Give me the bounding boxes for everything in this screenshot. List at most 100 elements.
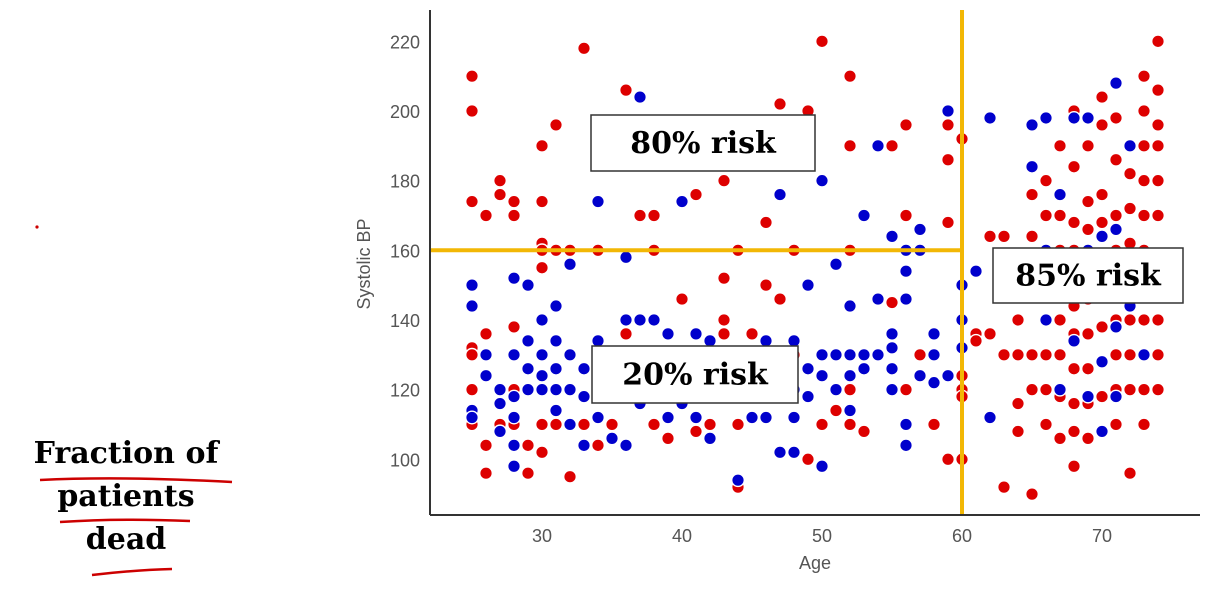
data-point-blue [941, 368, 956, 383]
data-point-red [1094, 389, 1109, 404]
data-point-red [997, 229, 1012, 244]
data-point-red [1066, 424, 1081, 439]
data-point-blue [647, 312, 662, 327]
data-point-blue [843, 347, 858, 362]
data-point-blue [983, 110, 998, 125]
data-point-red [619, 326, 634, 341]
data-point-blue [675, 194, 690, 209]
data-point-red [899, 382, 914, 397]
data-point-red [843, 69, 858, 84]
data-point-blue [1066, 110, 1081, 125]
data-point-blue [577, 361, 592, 376]
data-point-red [465, 103, 480, 118]
data-point-blue [787, 445, 802, 460]
data-point-red [983, 326, 998, 341]
data-point-red [521, 438, 536, 453]
y-tick-label: 100 [390, 450, 420, 470]
data-point-red [899, 208, 914, 223]
data-point-blue [493, 382, 508, 397]
data-point-red [731, 417, 746, 432]
data-point-red [1052, 208, 1067, 223]
data-point-red [759, 215, 774, 230]
data-point-blue [1080, 389, 1095, 404]
data-point-red [465, 382, 480, 397]
data-point-red [549, 117, 564, 132]
data-point-blue [927, 326, 942, 341]
data-point-red [465, 347, 480, 362]
data-point-red [913, 347, 928, 362]
y-tick-label: 160 [390, 241, 420, 261]
data-point-red [857, 424, 872, 439]
side-note-line: dead [85, 522, 167, 557]
data-point-blue [619, 312, 634, 327]
risk-label: 85% risk [1015, 259, 1162, 294]
y-axis-label: Systolic BP [354, 218, 374, 309]
data-point-blue [885, 326, 900, 341]
data-point-blue [521, 382, 536, 397]
risk-label: 20% risk [622, 358, 769, 393]
data-point-blue [689, 326, 704, 341]
data-point-blue [773, 187, 788, 202]
data-point-blue [1024, 159, 1039, 174]
data-point-blue [885, 229, 900, 244]
data-point-blue [1108, 222, 1123, 237]
y-tick-label: 120 [390, 381, 420, 401]
data-point-red [1150, 34, 1165, 49]
data-point-red [997, 347, 1012, 362]
data-point-blue [479, 368, 494, 383]
data-point-red [1011, 424, 1026, 439]
data-point-blue [899, 264, 914, 279]
data-point-red [1066, 459, 1081, 474]
data-point-red [535, 417, 550, 432]
data-point-blue [857, 208, 872, 223]
data-point-red [647, 417, 662, 432]
data-point-blue [549, 403, 564, 418]
data-point-blue [1080, 110, 1095, 125]
y-tick-label: 200 [390, 102, 420, 122]
data-point-blue [521, 333, 536, 348]
data-point-blue [1108, 389, 1123, 404]
data-point-red [1066, 361, 1081, 376]
data-point-red [675, 292, 690, 307]
data-point-red [535, 260, 550, 275]
data-point-red [1080, 222, 1095, 237]
data-point-blue [1066, 333, 1081, 348]
data-point-blue [465, 278, 480, 293]
risk-label-box [591, 345, 799, 404]
data-point-blue [1122, 138, 1137, 153]
data-point-blue [703, 431, 718, 446]
data-point-red [717, 271, 732, 286]
data-point-red [1150, 173, 1165, 188]
data-point-red [1122, 312, 1137, 327]
data-point-red [1150, 117, 1165, 132]
split-lines [430, 10, 964, 515]
data-point-red [983, 229, 998, 244]
data-point-blue [745, 410, 760, 425]
data-point-red [1108, 208, 1123, 223]
side-note-line: patients [57, 479, 195, 514]
data-point-red [1080, 431, 1095, 446]
data-point-red [815, 34, 830, 49]
data-point-red [1052, 138, 1067, 153]
data-point-red [969, 333, 984, 348]
data-point-red [1066, 159, 1081, 174]
data-point-blue [605, 431, 620, 446]
y-tick-label: 140 [390, 311, 420, 331]
data-point-blue [913, 368, 928, 383]
data-point-red [605, 417, 620, 432]
side-note: Fraction of patients dead [12, 432, 240, 561]
data-point-blue [857, 361, 872, 376]
data-point-blue [549, 299, 564, 314]
data-point-red [1011, 312, 1026, 327]
side-note-line: Fraction of [33, 436, 219, 471]
data-point-blue [829, 257, 844, 272]
data-point-blue [493, 396, 508, 411]
data-point-red [1024, 382, 1039, 397]
data-point-red [1150, 208, 1165, 223]
data-point-red [1136, 208, 1151, 223]
risk-labels: 80% risk 20% risk 85% risk [590, 114, 1184, 404]
data-point-red [1122, 466, 1137, 481]
x-axis-label: Age [799, 553, 831, 573]
data-point-blue [829, 382, 844, 397]
